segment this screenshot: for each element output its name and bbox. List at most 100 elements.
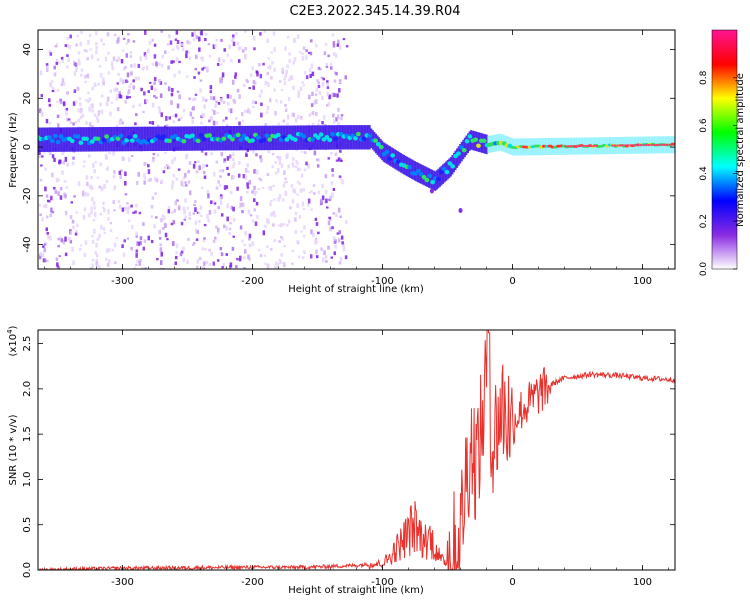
noise-cell [286, 114, 290, 120]
noise-cell [178, 70, 181, 74]
noise-cell [195, 170, 199, 174]
noise-cell [240, 112, 244, 117]
band-cell [340, 125, 343, 150]
noise-cell [282, 223, 286, 226]
noise-cell [338, 45, 342, 50]
noise-cell [307, 203, 310, 207]
noise-cell [333, 71, 337, 75]
noise-cell [310, 63, 314, 69]
noise-cell [202, 164, 205, 169]
noise-cell [220, 39, 223, 42]
noise-cell [266, 71, 270, 76]
noise-cell [201, 113, 204, 118]
noise-cell [92, 163, 95, 168]
noise-cell [298, 182, 302, 186]
noise-cell [280, 253, 283, 257]
noise-cell [337, 39, 340, 45]
noise-cell [280, 163, 284, 168]
noise-cell [156, 153, 160, 157]
noise-cell [56, 114, 60, 118]
band-peak [118, 133, 124, 139]
noise-cell [118, 91, 121, 94]
noise-cell [160, 179, 163, 185]
band-cell [321, 125, 324, 150]
noise-cell [311, 110, 315, 115]
band-peak [467, 134, 473, 139]
noise-cell [269, 202, 272, 207]
noise-cell [264, 262, 267, 265]
noise-cell [130, 247, 133, 250]
noise-cell [246, 190, 249, 194]
noise-cell [65, 186, 68, 189]
noise-cell [300, 116, 303, 121]
noise-cell [288, 52, 291, 56]
noise-cell [186, 40, 189, 44]
noise-cell [175, 57, 179, 62]
noise-cell [286, 153, 289, 158]
noise-cell [123, 239, 126, 243]
noise-cell [110, 101, 114, 104]
noise-cell [171, 180, 175, 185]
noise-cell [220, 63, 223, 66]
band-cell [296, 125, 299, 150]
noise-cell [180, 180, 184, 185]
noise-cell [246, 109, 250, 114]
noise-cell [64, 252, 68, 257]
noise-cell [211, 108, 214, 112]
noise-cell [337, 114, 340, 120]
band-cell [442, 164, 445, 184]
noise-cell [117, 72, 120, 76]
noise-cell [72, 225, 75, 230]
band-cell [53, 127, 56, 152]
noise-cell [310, 103, 314, 108]
noise-cell [262, 62, 265, 66]
noise-cell [175, 251, 178, 255]
noise-cell [209, 90, 213, 94]
noise-cell [305, 49, 308, 52]
noise-cell [170, 60, 173, 64]
noise-cell [139, 240, 142, 246]
noise-cell [230, 190, 233, 195]
band-peak [198, 133, 204, 138]
band-peak [190, 133, 195, 138]
noise-cell [137, 171, 141, 177]
noise-cell [40, 110, 43, 116]
noise-cell [283, 245, 286, 248]
noise-cell [202, 96, 205, 102]
noise-cell [140, 87, 143, 92]
noise-cell [317, 119, 321, 123]
noise-cell [330, 181, 334, 186]
band-core [632, 144, 635, 147]
noise-cell [326, 82, 329, 87]
noise-cell [96, 263, 99, 267]
band-peak [456, 151, 461, 156]
noise-cell [328, 94, 331, 100]
noise-cell [66, 65, 69, 69]
noise-cell [252, 105, 255, 109]
noise-cell [179, 252, 183, 257]
noise-cell [341, 241, 344, 245]
noise-cell [290, 75, 294, 81]
noise-cell [212, 261, 216, 266]
noise-cell [267, 149, 270, 154]
noise-cell [77, 108, 80, 113]
noise-cell [313, 150, 317, 156]
band-core [564, 145, 567, 148]
noise-cell [38, 203, 42, 207]
noise-cell [188, 40, 191, 45]
noise-cell [93, 206, 97, 210]
band-core [642, 144, 645, 147]
band-core [663, 143, 666, 146]
noise-cell [321, 195, 325, 201]
noise-cell [210, 251, 213, 256]
noise-cell [80, 108, 83, 114]
noise-cell [39, 178, 43, 182]
noise-cell [105, 179, 109, 183]
band-cell [151, 126, 154, 152]
noise-cell [287, 219, 291, 224]
noise-cell [258, 62, 261, 67]
snr-x-tick-label: 0 [509, 577, 515, 588]
noise-cell [197, 160, 200, 163]
snr-panel: -300 -200 -100 0 100 0.0 0.5 1.0 1.5 2.0 2.5 Heig… [6, 325, 676, 596]
noise-cell [219, 200, 223, 206]
